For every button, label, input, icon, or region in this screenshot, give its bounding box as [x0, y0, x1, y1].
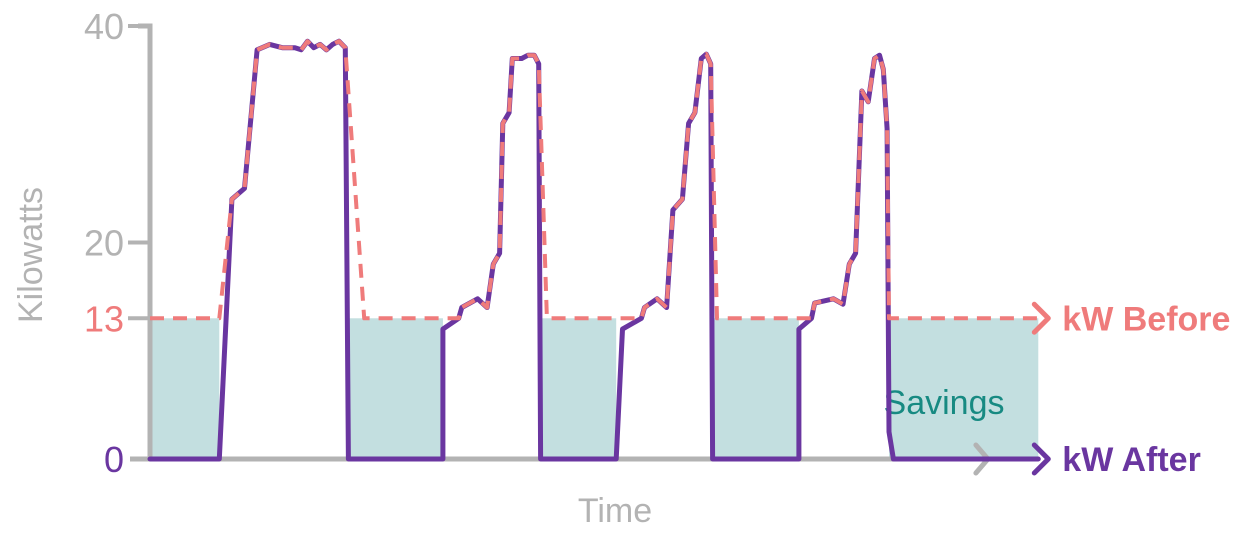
savings-area-4 [712, 318, 799, 459]
savings-areas [150, 318, 1039, 459]
y-axis-ticks: 0 13 20 40 [84, 6, 150, 480]
savings-annotation: Savings [884, 384, 1005, 422]
y-tick-label-0: 0 [104, 439, 124, 480]
savings-area-5 [888, 318, 1039, 459]
y-axis-title: Kilowatts [12, 187, 50, 323]
kw-after-label: kW After [1062, 441, 1201, 479]
kw-after-arrowhead [1031, 442, 1051, 476]
savings-area-1 [150, 318, 220, 459]
savings-area-2 [348, 318, 443, 459]
line-labels: kW Before kW After [1031, 300, 1230, 479]
savings-area-3 [540, 318, 617, 459]
y-tick-label-20: 20 [84, 223, 124, 264]
kw-before-arrowhead [1031, 301, 1051, 335]
x-axis-title: Time [578, 492, 652, 530]
y-tick-label-40: 40 [84, 6, 124, 47]
kw-before-label: kW Before [1062, 300, 1230, 338]
kw-before-line [150, 39, 1039, 321]
data-lines [147, 38, 1041, 462]
y-tick-label-13: 13 [84, 298, 124, 339]
